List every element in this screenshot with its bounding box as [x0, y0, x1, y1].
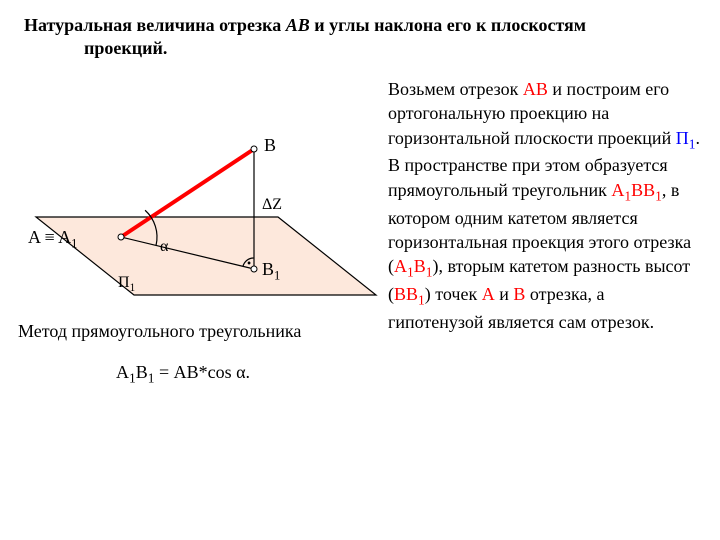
title-pre: Натуральная величина отрезка	[24, 15, 286, 35]
paragraph-span: А	[394, 256, 407, 276]
formula-A: A	[116, 362, 129, 382]
method-line: Метод прямоугольного треугольника	[18, 321, 388, 342]
title-post: и углы наклона его к плоскостям	[310, 15, 586, 35]
paragraph-span: 1	[418, 293, 425, 308]
diagram: A ≡ A1BB1ΔZαП1	[18, 77, 388, 317]
title-italic: АВ	[286, 15, 310, 35]
formula: A1B1 = АВ*cos α.	[18, 362, 388, 387]
paragraph-span: 1	[407, 265, 414, 280]
paragraph-span: ВВ	[631, 180, 655, 200]
paragraph-span: А	[611, 180, 624, 200]
formula-rhs: = АВ*cos α.	[154, 362, 250, 382]
svg-text:A ≡ A1: A ≡ A1	[28, 227, 77, 251]
paragraph-span: А	[482, 284, 495, 304]
svg-text:ΔZ: ΔZ	[262, 196, 282, 213]
svg-text:α: α	[160, 238, 169, 255]
paragraph-span: В	[513, 284, 525, 304]
formula-sub1: 1	[129, 371, 136, 386]
paragraph-span: 1	[426, 265, 433, 280]
paragraph-span: В	[414, 256, 426, 276]
paragraph-span: ) точек	[425, 284, 482, 304]
left-column: A ≡ A1BB1ΔZαП1 Метод прямоугольного треу…	[18, 77, 388, 387]
paragraph-span: П	[676, 128, 689, 148]
page: Натуральная величина отрезка АВ и углы н…	[0, 0, 720, 540]
content-row: A ≡ A1BB1ΔZαП1 Метод прямоугольного треу…	[18, 77, 702, 387]
paragraph-span: и	[495, 284, 514, 304]
paragraph-span: Возьмем отрезок	[388, 79, 523, 99]
page-title: Натуральная величина отрезка АВ и углы н…	[18, 14, 702, 59]
body-paragraph: Возьмем отрезок АВ и построим его ортого…	[388, 77, 702, 387]
svg-text:B: B	[264, 135, 276, 155]
paragraph-span: 1	[655, 188, 662, 203]
formula-B: B	[136, 362, 148, 382]
title-line2: проекций.	[24, 38, 167, 58]
paragraph-span: АВ	[523, 79, 548, 99]
paragraph-span: ВВ	[394, 284, 418, 304]
